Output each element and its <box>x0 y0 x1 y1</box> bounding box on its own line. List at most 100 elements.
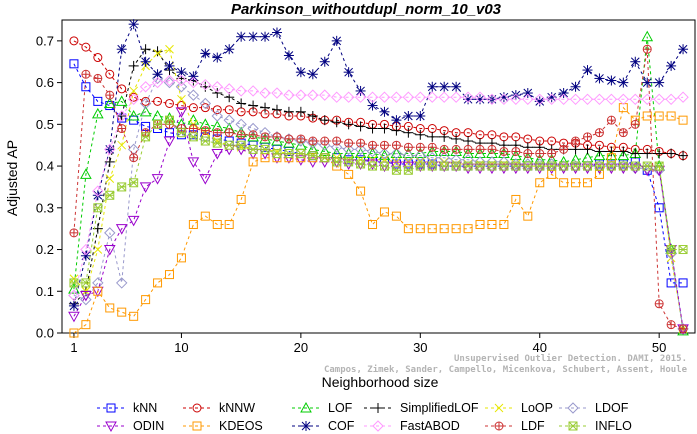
data-point-ldof <box>378 147 391 160</box>
data-point-kdeos <box>105 303 115 313</box>
data-point-cof <box>200 48 211 59</box>
data-point-lof <box>605 149 618 161</box>
data-point-inflo <box>212 138 222 148</box>
data-point-cof <box>558 88 569 99</box>
legend-label: LDF <box>521 419 545 433</box>
data-point-cof <box>116 44 127 55</box>
legend-label: kNN <box>133 401 158 415</box>
legend-marker-lof <box>300 401 312 413</box>
data-point-ldf <box>248 130 258 140</box>
data-point-ldf <box>451 144 461 154</box>
data-point-fastabod <box>271 87 283 99</box>
data-point-ldof <box>223 114 235 126</box>
data-point-kdeos <box>535 178 545 188</box>
data-point-ldf <box>129 153 139 163</box>
data-point-inflo <box>618 161 628 171</box>
data-point-simplifiedlof <box>678 150 689 161</box>
data-point-ldof <box>235 118 247 131</box>
data-point-simplifiedlof <box>248 100 259 111</box>
y-tick-label: 0.5 <box>36 117 54 132</box>
data-point-fastabod <box>342 91 355 103</box>
data-point-inflo <box>188 132 198 142</box>
data-point-ldf <box>212 128 222 138</box>
data-point-fastabod <box>187 76 200 89</box>
chart-title: Parkinson_withoutdupl_norm_10_v03 <box>231 1 502 18</box>
data-point-inflo <box>81 278 91 288</box>
data-point-simplifiedlof <box>403 127 414 138</box>
x-tick-label: 40 <box>533 340 547 355</box>
data-point-loop <box>666 253 676 263</box>
data-point-fastabod <box>330 91 343 103</box>
data-point-ldf <box>117 124 127 134</box>
data-point-fastabod <box>80 243 92 256</box>
data-point-kdeos <box>559 178 569 188</box>
data-point-loop <box>129 86 139 96</box>
data-point-odin <box>80 290 92 302</box>
data-point-simplifiedlof <box>271 104 282 115</box>
data-point-simplifiedlof <box>283 106 294 117</box>
data-point-fastabod <box>629 93 641 106</box>
data-point-ldf <box>403 142 413 152</box>
data-point-inflo <box>117 182 127 192</box>
data-point-ldf <box>224 128 234 138</box>
data-point-kdeos <box>463 224 473 234</box>
data-point-inflo <box>284 149 294 159</box>
plot-frame <box>61 19 696 334</box>
data-point-ldf <box>69 228 79 238</box>
data-point-kdeos <box>212 219 222 229</box>
data-point-inflo <box>153 119 163 129</box>
data-point-cof <box>271 27 282 38</box>
data-point-ldof <box>104 227 116 239</box>
data-point-ldof <box>402 149 415 162</box>
data-point-kdeos <box>81 320 91 330</box>
data-point-knn <box>69 59 79 69</box>
data-point-lof <box>151 109 164 121</box>
legend-swatch-simplifiedlof <box>364 403 392 413</box>
data-point-fastabod <box>151 76 164 89</box>
data-point-knn <box>666 278 676 288</box>
data-point-odin <box>151 174 164 185</box>
data-point-inflo <box>511 161 521 171</box>
data-point-lof <box>318 145 331 156</box>
data-point-inflo <box>260 144 270 154</box>
data-point-simplifiedlof <box>427 131 438 142</box>
data-point-ldof <box>498 156 510 168</box>
data-point-inflo <box>308 151 318 161</box>
data-point-kdeos <box>427 224 437 234</box>
data-point-ldf <box>320 136 330 146</box>
data-point-inflo <box>391 165 401 175</box>
data-point-lof <box>127 109 140 121</box>
legend-label: ODIN <box>133 419 165 433</box>
data-point-kdeos <box>654 111 664 121</box>
data-point-fastabod <box>247 85 259 97</box>
data-point-inflo <box>164 115 174 125</box>
data-point-kdeos <box>451 224 461 234</box>
data-point-cof <box>618 77 629 88</box>
data-point-ldf <box>93 73 103 83</box>
data-point-ldf <box>594 128 604 138</box>
data-point-kdeos <box>642 111 652 121</box>
data-point-cof <box>224 44 235 55</box>
data-point-ldf <box>571 136 581 146</box>
data-point-cof <box>606 75 617 86</box>
data-point-ldf <box>678 324 688 334</box>
x-tick-label: 10 <box>174 340 188 355</box>
data-point-cof <box>355 85 366 96</box>
data-point-cof <box>654 77 665 88</box>
data-point-kdeos <box>344 169 354 179</box>
data-point-ldof <box>342 143 355 156</box>
series-line-knn <box>73 63 684 284</box>
data-point-kdeos <box>403 224 413 234</box>
data-point-ldof <box>438 152 450 164</box>
data-point-ldof <box>426 152 438 164</box>
data-point-simplifiedlof <box>104 156 115 167</box>
data-point-kdeos <box>415 224 425 234</box>
data-point-ldf <box>200 126 210 136</box>
data-point-fastabod <box>139 81 152 93</box>
data-point-fastabod <box>235 85 247 97</box>
data-point-fastabod <box>295 89 307 101</box>
data-point-loop <box>93 245 103 254</box>
data-point-knnw <box>164 98 174 108</box>
data-point-fastabod <box>522 93 534 106</box>
data-point-ldf <box>547 149 557 159</box>
